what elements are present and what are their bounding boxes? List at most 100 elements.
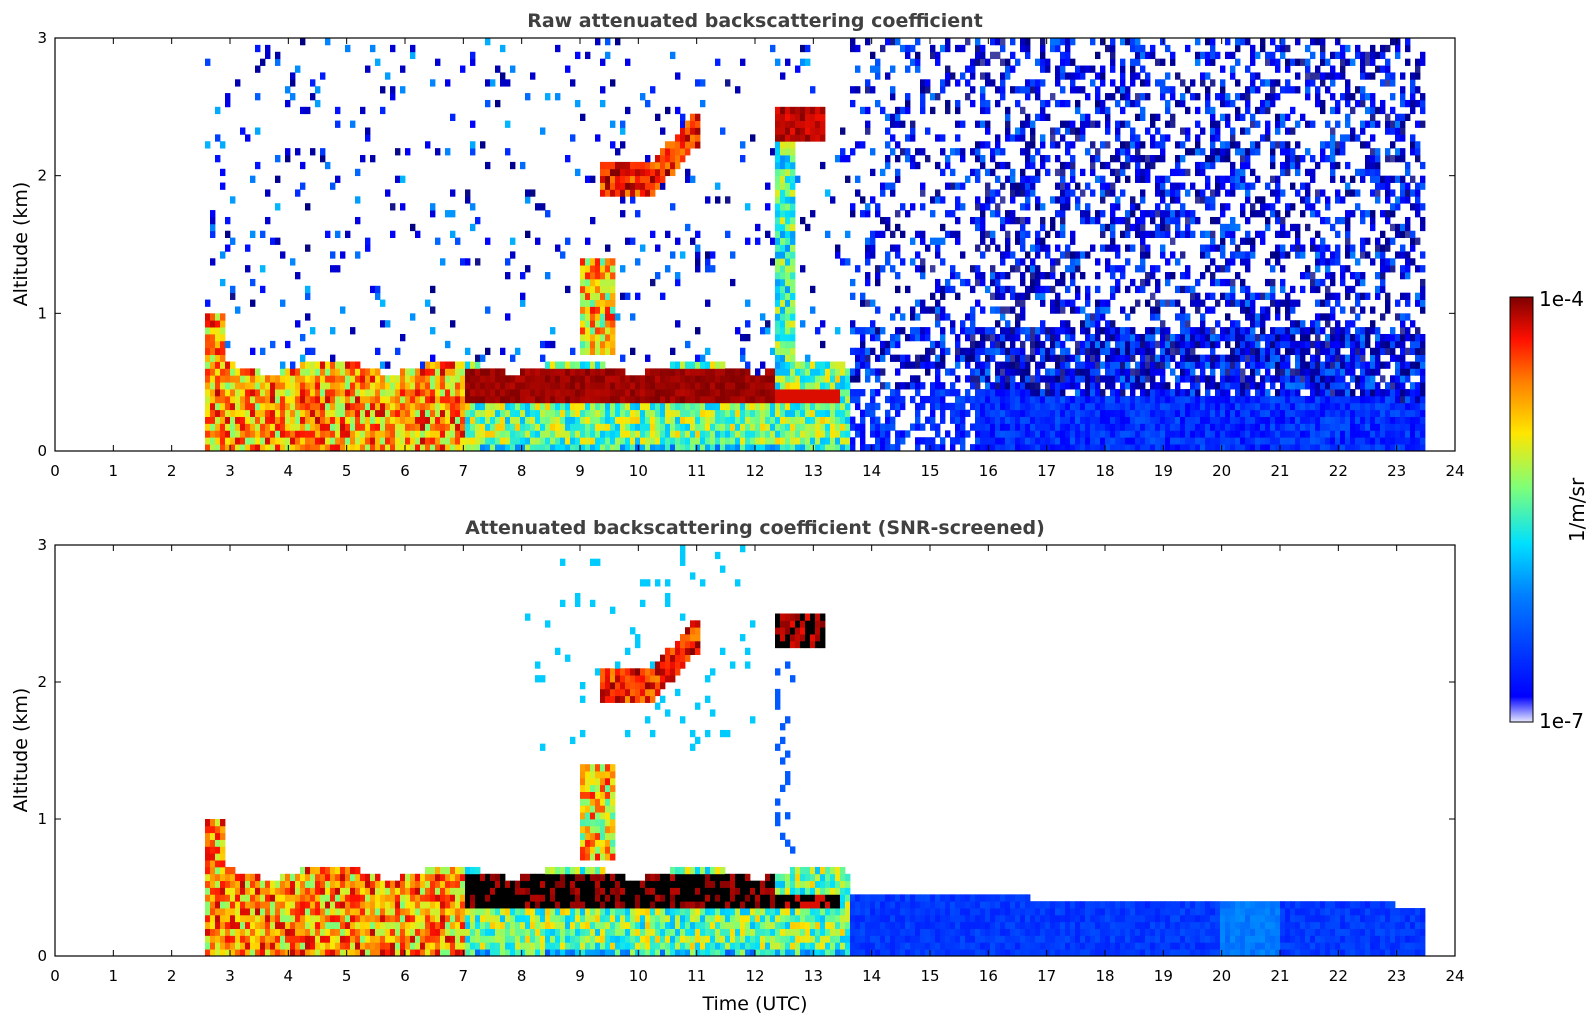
panel-raw-cell — [1080, 444, 1086, 451]
panel-raw-cell — [385, 444, 391, 451]
panel-raw-cell — [1210, 189, 1216, 197]
panel-raw-cell — [790, 216, 796, 225]
panel-raw-cell — [1010, 340, 1016, 349]
panel-raw-cell — [1115, 395, 1121, 404]
panel-raw-cell — [220, 437, 226, 445]
panel-raw-cell — [590, 402, 596, 411]
panel-raw-cell — [1030, 175, 1036, 183]
panel-raw-cell — [500, 347, 506, 356]
panel-raw-cell — [945, 430, 951, 438]
panel-raw-cell — [1085, 327, 1091, 335]
panel-raw-cell — [940, 134, 946, 142]
panel-raw-cell — [680, 155, 686, 163]
panel-raw-cell — [530, 72, 536, 80]
panel-raw-cell — [1075, 134, 1081, 142]
panel-raw-cell — [315, 437, 321, 445]
panel-raw-cell — [785, 155, 791, 163]
panel-raw-cell — [635, 402, 641, 411]
panel-raw-cell — [305, 244, 311, 252]
panel-raw-cell — [1245, 216, 1251, 225]
panel-raw-cell — [750, 375, 756, 383]
panel-raw-cell — [260, 389, 266, 397]
panel-raw-cell — [1135, 141, 1141, 149]
panel-raw-cell — [1005, 416, 1011, 424]
panel-raw-cell — [795, 127, 801, 135]
panel-raw-cell — [405, 437, 411, 445]
panel-raw-cell — [920, 189, 926, 197]
panel-raw-cell — [1070, 423, 1076, 431]
panel-raw-cell — [975, 278, 981, 287]
panel-raw-cell — [915, 230, 921, 239]
panel-raw-cell — [870, 251, 876, 259]
panel-raw-cell — [325, 382, 331, 390]
panel-raw-cell — [1125, 333, 1131, 342]
panel-raw-cell — [480, 409, 486, 417]
panel-raw-cell — [1115, 444, 1121, 451]
panel-raw-cell — [1245, 299, 1251, 307]
panel-raw-cell — [650, 402, 656, 411]
panel-raw-cell — [690, 409, 696, 417]
panel-raw-cell — [950, 409, 956, 417]
panel-raw-cell — [1200, 375, 1206, 383]
panel-raw-cell — [1100, 72, 1106, 80]
panel-raw-cell — [1140, 223, 1146, 232]
panel-raw-cell — [220, 382, 226, 390]
panel-raw-cell — [795, 423, 801, 431]
panel-raw-cell — [370, 430, 376, 438]
panel-raw-cell — [810, 395, 816, 404]
panel-raw-cell — [1100, 389, 1106, 397]
panel-raw-cell — [1215, 148, 1221, 156]
panel-raw-cell — [1000, 148, 1006, 156]
panel-raw-cell — [855, 189, 861, 197]
panel-raw-cell — [545, 375, 551, 383]
panel-raw-cell — [900, 44, 906, 53]
panel-raw-cell — [650, 182, 656, 190]
panel-raw-cell — [1075, 127, 1081, 135]
panel-raw-cell — [780, 120, 786, 128]
panel-raw-cell — [845, 375, 851, 383]
panel-raw-cell — [1060, 99, 1066, 108]
panel-raw-cell — [1165, 223, 1171, 232]
panel-raw-cell — [880, 230, 886, 239]
panel-raw-cell — [1010, 216, 1016, 225]
panel-raw-cell — [1105, 258, 1111, 266]
panel-raw-cell — [605, 258, 611, 266]
panel-raw-cell — [1215, 416, 1221, 424]
panel-raw-cell — [1025, 327, 1031, 335]
panel-raw-cell — [490, 437, 496, 445]
panel-raw-cell — [1115, 437, 1121, 445]
panel-raw-cell — [620, 444, 626, 451]
panel-raw-cell — [1170, 93, 1176, 101]
panel-raw-cell — [580, 444, 586, 451]
panel-raw-cell — [1075, 72, 1081, 80]
panel-raw-cell — [565, 430, 571, 438]
panel-raw-cell — [390, 430, 396, 438]
panel-raw-cell — [1135, 38, 1141, 46]
panel-raw-cell — [1070, 416, 1076, 424]
panel-raw-cell — [1195, 327, 1201, 335]
panel-raw-cell — [1025, 416, 1031, 424]
panel-raw-cell — [355, 368, 361, 376]
panel-raw-cell — [775, 285, 781, 294]
panel-raw-cell — [790, 168, 796, 177]
panel-raw-cell — [780, 161, 786, 170]
panel-raw-cell — [1035, 285, 1041, 294]
panel-raw-cell — [280, 395, 286, 404]
panel-raw-cell — [260, 58, 266, 66]
panel-raw-cell — [475, 402, 481, 411]
panel-raw-cell — [1175, 285, 1181, 294]
panel-raw-cell — [810, 86, 816, 94]
panel-raw-cell — [805, 113, 811, 121]
panel-raw-cell — [785, 402, 791, 411]
panel-raw-cell — [720, 127, 726, 135]
panel-raw-cell — [1185, 216, 1191, 225]
panel-raw-cell — [365, 382, 371, 390]
panel-raw-cell — [480, 423, 486, 431]
panel-raw-cell — [785, 272, 791, 280]
panel-raw-cell — [235, 306, 241, 314]
panel-raw-cell — [525, 368, 531, 376]
panel-raw-cell — [730, 278, 736, 287]
panel-raw-cell — [470, 395, 476, 404]
panel-raw-cell — [855, 402, 861, 411]
panel-raw-cell — [875, 65, 881, 73]
